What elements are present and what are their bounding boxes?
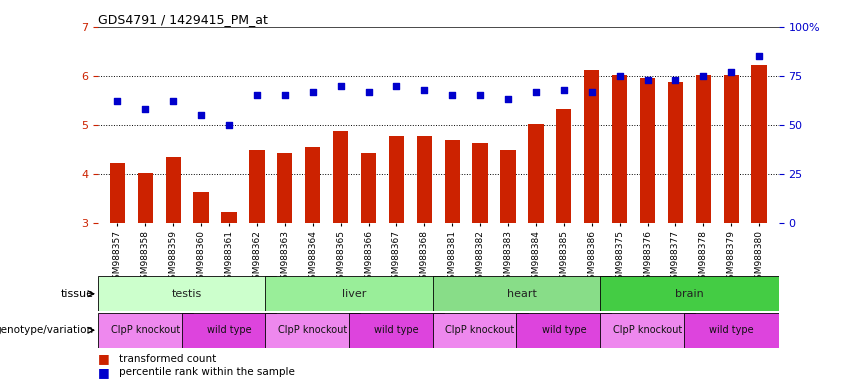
Text: testis: testis (172, 289, 203, 299)
Bar (305, 147, 320, 223)
Point (222, 122, 236, 128)
Point (334, 83, 347, 89)
Point (111, 98, 124, 104)
Bar (333, 131, 348, 223)
Bar (266, 276, 444, 311)
Bar (612, 75, 627, 223)
Text: wild type: wild type (541, 325, 586, 335)
Bar (266, 313, 360, 348)
Text: percentile rank within the sample: percentile rank within the sample (119, 367, 295, 377)
Bar (361, 153, 376, 223)
Bar (98, 313, 192, 348)
Bar (349, 313, 444, 348)
Bar (557, 109, 572, 223)
Bar (500, 150, 516, 223)
Text: tissue: tissue (60, 289, 94, 299)
Text: wild type: wild type (207, 325, 251, 335)
Bar (472, 143, 488, 223)
Bar (166, 157, 181, 223)
Bar (193, 192, 208, 223)
Bar (600, 313, 695, 348)
Bar (695, 75, 711, 223)
Bar (600, 276, 779, 311)
Point (724, 69, 738, 75)
Bar (528, 124, 544, 223)
Point (306, 88, 319, 94)
Bar (110, 163, 125, 223)
Text: liver: liver (342, 289, 367, 299)
Point (445, 92, 459, 98)
Bar (417, 136, 432, 223)
Text: wild type: wild type (374, 325, 419, 335)
Bar (98, 276, 277, 311)
Point (752, 53, 766, 59)
Bar (138, 173, 153, 223)
Text: ClpP knockout: ClpP knockout (278, 325, 347, 335)
Text: heart: heart (507, 289, 537, 299)
Point (696, 73, 710, 79)
Bar (181, 313, 277, 348)
Point (390, 83, 403, 89)
Point (585, 88, 598, 94)
Point (473, 92, 487, 98)
Bar (517, 313, 611, 348)
Bar (723, 75, 739, 223)
Text: ClpP knockout: ClpP knockout (445, 325, 515, 335)
Bar (584, 70, 599, 223)
Point (250, 92, 264, 98)
Bar (277, 153, 293, 223)
Point (501, 96, 515, 103)
Text: ■: ■ (98, 366, 110, 379)
Bar (640, 78, 655, 223)
Text: genotype/variation: genotype/variation (0, 325, 94, 335)
Point (362, 88, 375, 94)
Text: wild type: wild type (709, 325, 753, 335)
Point (669, 77, 683, 83)
Point (418, 86, 431, 93)
Point (194, 112, 208, 118)
Text: brain: brain (675, 289, 704, 299)
Point (641, 77, 654, 83)
Bar (684, 313, 779, 348)
Text: ■: ■ (98, 353, 110, 366)
Text: transformed count: transformed count (119, 354, 216, 364)
Bar (389, 136, 404, 223)
Bar (444, 141, 460, 223)
Text: GDS4791 / 1429415_PM_at: GDS4791 / 1429415_PM_at (98, 13, 268, 26)
Point (167, 98, 180, 104)
Bar (221, 212, 237, 223)
Text: ClpP knockout: ClpP knockout (613, 325, 683, 335)
Point (529, 88, 543, 94)
Point (557, 86, 571, 93)
Bar (249, 150, 265, 223)
Text: ClpP knockout: ClpP knockout (111, 325, 180, 335)
Bar (751, 65, 767, 223)
Point (278, 92, 292, 98)
Bar (432, 276, 611, 311)
Point (139, 106, 152, 112)
Bar (668, 82, 683, 223)
Point (613, 73, 626, 79)
Bar (432, 313, 528, 348)
